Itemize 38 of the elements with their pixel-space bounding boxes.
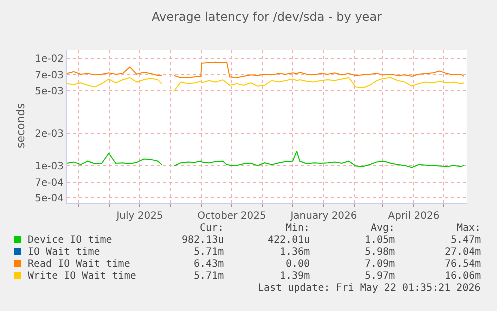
- y-axis-title: seconds: [14, 103, 28, 148]
- y-tick-label: 7e-03: [35, 70, 64, 82]
- text: 7.09m: [365, 259, 396, 270]
- chart-title: Average latency for /dev/sda - by year: [152, 10, 382, 24]
- text: 16.06m: [445, 271, 482, 282]
- legend-label: Read IO Wait time: [28, 259, 130, 270]
- legend-label: Write IO Wait time: [28, 271, 136, 282]
- text: 5.71m: [194, 271, 224, 282]
- text: Avg:: [371, 223, 396, 234]
- legend-label: Device IO time: [28, 235, 112, 246]
- y-tick-label: 7e-04: [35, 178, 64, 189]
- text: 5.47m: [451, 235, 482, 246]
- text: Last update: Fri May 22 01:35:21 2026: [258, 283, 481, 294]
- x-tick-label: July 2025: [116, 211, 164, 222]
- text: Min:: [286, 223, 310, 234]
- text: 6.43m: [194, 259, 224, 270]
- text: 76.54m: [445, 259, 482, 270]
- x-tick-label: January 2026: [290, 211, 358, 222]
- x-tick-label: October 2025: [198, 211, 266, 222]
- text: 0.00: [286, 259, 310, 270]
- text: 982.13u: [182, 235, 224, 246]
- y-tick-label: 1e-03: [35, 161, 64, 172]
- text: Max:: [457, 223, 482, 234]
- legend-label: IO Wait time: [28, 247, 100, 258]
- text: 27.04m: [445, 247, 482, 258]
- text: 1.36m: [280, 247, 310, 258]
- text: 5.98m: [365, 247, 396, 258]
- text: Cur:: [200, 223, 224, 234]
- text: 1.39m: [280, 271, 310, 282]
- x-tick-label: April 2026: [388, 211, 440, 222]
- text: 422.01u: [268, 235, 310, 246]
- text: 1.05m: [365, 235, 396, 246]
- y-tick-label: 5e-04: [35, 194, 64, 205]
- text: 5.71m: [194, 247, 224, 258]
- y-tick-label: 1e-02: [35, 54, 64, 65]
- y-tick-label: 5e-03: [35, 86, 64, 98]
- y-tick-label: 2e-03: [35, 128, 64, 140]
- text: 5.97m: [365, 271, 396, 282]
